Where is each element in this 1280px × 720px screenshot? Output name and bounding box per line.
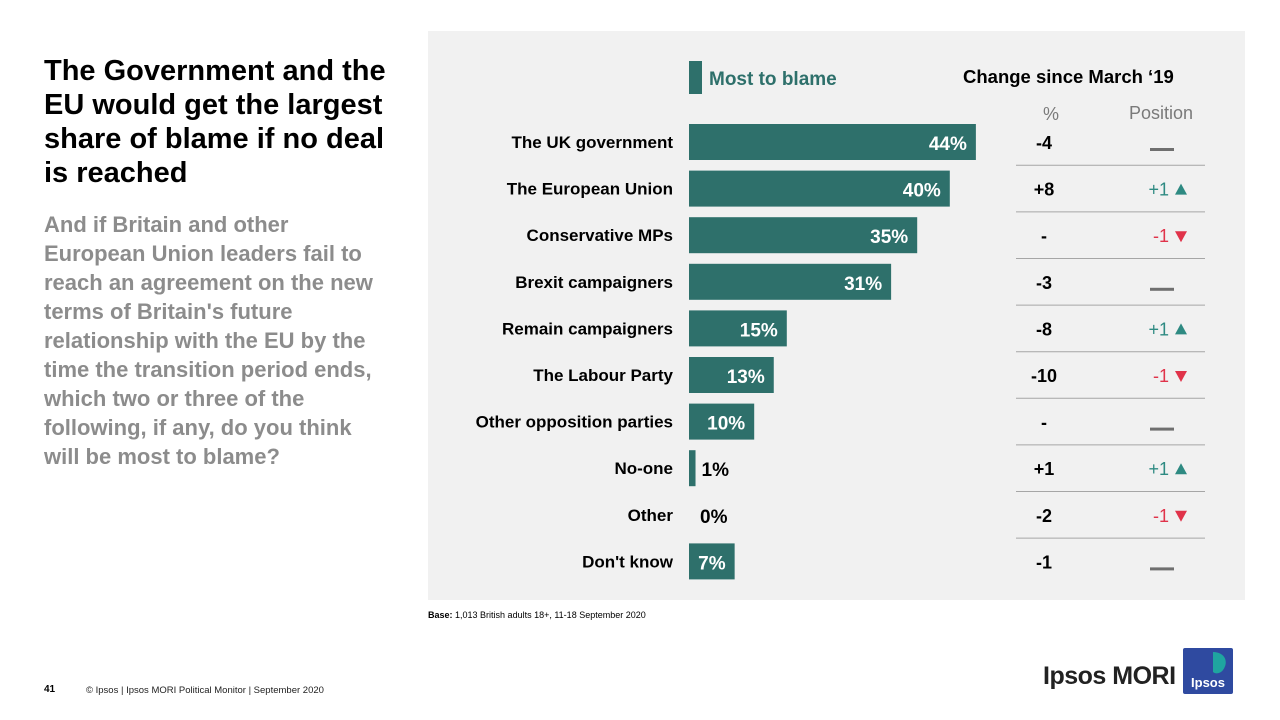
value-label-remain-campaigners: 15% [740,320,778,341]
position-change-remain-campaigners: +1 [1148,319,1169,339]
value-label-brexit-campaigners: 31% [844,274,882,295]
category-label-no-one: No-one [614,459,673,478]
up-arrow-icon-the-european-union [1175,183,1187,195]
no-change-dash-the-uk-government [1150,148,1174,151]
up-arrow-icon-no-one [1175,463,1187,475]
category-label-other: Other [628,506,674,525]
page-number: 41 [44,684,56,695]
change-pct-brexit-campaigners: -3 [1036,273,1052,293]
base-note: Base: 1,013 British adults 18+, 11-18 Se… [428,610,646,620]
position-change-other: -1 [1153,506,1169,526]
ipsos-logo-icon: Ipsos [1183,648,1233,694]
down-arrow-icon-other [1175,510,1187,522]
bar-the-european-union [689,170,950,207]
category-label-don-t-know: Don't know [582,552,674,571]
position-change-the-european-union: +1 [1148,180,1169,200]
category-label-the-labour-party: The Labour Party [533,366,673,385]
change-pct-remain-campaigners: -8 [1036,319,1052,339]
bar-remain-campaigners [689,310,787,347]
change-pct-other: -2 [1036,506,1052,526]
blame-bar-chart: Most to blame Change since March ‘19% Posi… [476,61,1205,580]
position-column-header: Position [1129,103,1193,123]
no-change-dash-don-t-know [1150,567,1174,571]
category-label-brexit-campaigners: Brexit campaigners [515,273,673,292]
bar-conservative-mps [689,217,918,254]
value-label-the-uk-government: 44% [929,134,967,155]
legend-label: Most to blame [709,69,837,90]
legend-swatch [689,61,702,94]
base-label: Base: [428,610,453,620]
logo-badge-accent [1213,652,1226,674]
category-label-remain-campaigners: Remain campaigners [502,319,673,338]
bar-brexit-campaigners [689,263,892,300]
change-pct-conservative-mps: - [1041,226,1047,246]
value-label-no-one: 1% [702,460,730,481]
change-pct-the-european-union: +8 [1034,180,1055,200]
change-pct-the-uk-government: -4 [1036,133,1052,153]
bar-the-labour-party [689,357,774,393]
pct-column-header: % [1043,104,1059,124]
ipsos-mori-logo-text: Ipsos MORI [1043,662,1176,690]
category-label-the-uk-government: The UK government [511,133,673,152]
value-label-conservative-mps: 35% [870,227,908,248]
bar-other-opposition-parties [689,403,755,440]
up-arrow-icon-remain-campaigners [1175,323,1187,335]
down-arrow-icon-the-labour-party [1175,371,1187,382]
no-change-dash-brexit-campaigners [1150,287,1174,291]
change-pct-other-opposition-parties: - [1041,413,1047,433]
bar-no-one [689,450,696,487]
down-arrow-icon-conservative-mps [1175,231,1187,243]
page-title: The Government and the EU would get the … [44,55,386,189]
value-label-the-european-union: 40% [903,181,941,202]
value-label-the-labour-party: 13% [727,367,765,388]
position-change-no-one: +1 [1148,459,1169,479]
value-label-other-opposition-parties: 10% [707,414,745,435]
bar-the-uk-government [689,124,976,160]
change-pct-no-one: +1 [1034,459,1055,479]
question-text: And if Britain and other European Union … [44,212,373,469]
value-label-don-t-know: 7% [698,553,726,574]
position-change-the-labour-party: -1 [1153,366,1169,386]
bar-don-t-know [689,543,735,580]
no-change-dash-other-opposition-parties [1150,427,1174,431]
position-change-conservative-mps: -1 [1153,226,1169,246]
value-label-other: 0% [700,507,728,528]
copyright-text: © Ipsos | Ipsos MORI Political Monitor |… [86,685,324,696]
chart-panel: Most to blame Change since March ‘19% Posi… [428,31,1245,600]
change-pct-don-t-know: -1 [1036,552,1052,572]
change-pct-the-labour-party: -10 [1031,366,1057,386]
base-text: 1,013 British adults 18+, 11-18 Septembe… [455,610,646,620]
logo-badge-text: Ipsos [1191,675,1225,690]
category-label-other-opposition-parties: Other opposition parties [476,413,673,432]
change-header: Change since March ‘19 [963,66,1174,87]
category-label-conservative-mps: Conservative MPs [527,226,673,245]
category-label-the-european-union: The European Union [507,180,673,199]
